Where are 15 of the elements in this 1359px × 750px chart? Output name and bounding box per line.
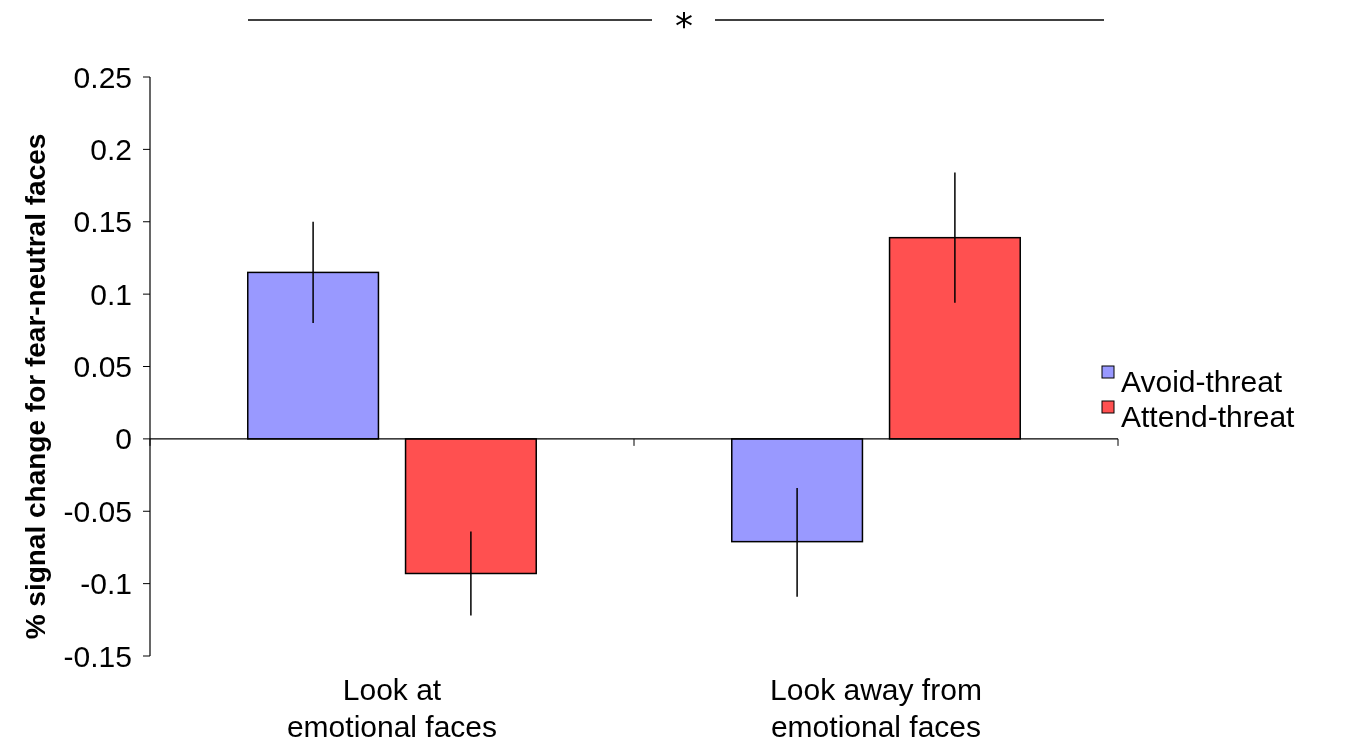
y-tick-label: 0.25 [73,60,132,94]
y-tick-label: 0 [115,422,132,456]
y-axis-title: % signal change for fear-neutral faces [20,133,51,640]
y-tick-label: 0.1 [90,277,132,311]
x-tick-label: Look away from emotional faces [770,673,982,743]
text: * [675,5,693,46]
y-tick-label: -0.05 [63,494,132,528]
y-tick-label: 0.15 [73,205,132,239]
legend-label: Avoid-threat [1121,364,1283,398]
y-tick-label: -0.15 [63,639,132,673]
legend-label: Attend-threat [1121,399,1296,433]
y-tick-label: 0.05 [73,350,132,383]
y-tick-label: 0.2 [90,132,132,166]
x-tick-label: Look at emotional faces [286,673,498,743]
y-tick-label: -0.1 [80,567,132,601]
